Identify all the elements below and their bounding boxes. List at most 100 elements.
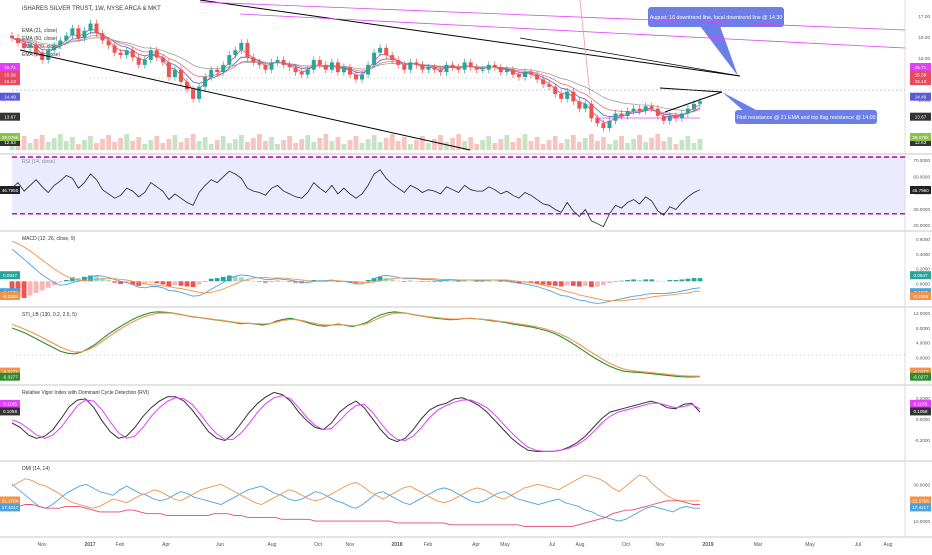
macd-histogram-bar: [263, 281, 268, 283]
ema200-line: [11, 37, 701, 111]
macd-histogram-bar: [667, 280, 673, 282]
stc-tick-label: 12.0000: [913, 311, 930, 316]
time-axis-label: Apr: [472, 542, 480, 548]
volume-bar: [619, 136, 624, 150]
candle-body: [203, 77, 208, 87]
macd-histogram-bar: [540, 281, 546, 285]
rvi-value-tag-2-bg: [910, 407, 931, 416]
rsi-tick-label: 30.0000: [913, 207, 930, 212]
volume-bar: [679, 140, 685, 150]
macd-histogram-bar: [679, 279, 685, 282]
flag-top-line: [659, 87, 723, 93]
time-axis-label: Nov: [38, 542, 47, 548]
macd-histogram-bar: [112, 281, 117, 283]
volume-bar: [281, 140, 286, 150]
annotation-top[interactable]: August: 16 downtrend line, local downtre…: [648, 7, 784, 76]
time-axis-label: 2018: [391, 542, 402, 548]
rvi-value-tag: 0.1165: [914, 402, 928, 407]
candle-body: [432, 67, 437, 70]
macd-histogram-bar: [607, 281, 612, 284]
rvi-value-tag-bg: [910, 399, 931, 408]
macd-histogram-bar: [39, 281, 45, 291]
candle-body: [269, 62, 274, 70]
candle-body: [643, 106, 648, 112]
volume-bar: [474, 144, 480, 150]
candle-body: [317, 60, 322, 65]
macd-histogram-bar: [558, 281, 564, 287]
macd-histogram-bar: [613, 281, 618, 282]
volume-tag-left-bg: [0, 133, 20, 141]
price-tag: 15.39: [915, 73, 927, 78]
candle-body: [492, 64, 497, 68]
volume-bar: [534, 137, 540, 150]
macd-histogram-bar: [33, 281, 39, 293]
volume-bar: [389, 134, 395, 150]
macd-hist-tag-left: 0.0947: [3, 273, 17, 278]
macd-histogram-bar: [377, 276, 383, 282]
candle-body: [462, 62, 467, 70]
candle-body: [10, 35, 14, 38]
volume-bar: [70, 137, 75, 150]
macd-histogram-bar: [462, 280, 467, 282]
volume-bar: [432, 139, 437, 150]
candle-body: [58, 40, 63, 46]
rsi-band: [12, 157, 905, 214]
candle-body: [685, 108, 690, 114]
stc-line-orange: [11, 312, 700, 377]
macd-hist-tag-bg: [910, 271, 931, 280]
candle-body: [166, 62, 171, 77]
dmi-plus-tag: 17.4217: [912, 505, 929, 510]
candle-body: [70, 28, 75, 36]
price-tag-bg: [910, 92, 931, 101]
macd-histogram-bar: [208, 278, 214, 282]
macd-histogram-bar: [697, 278, 703, 282]
candle-body: [245, 42, 250, 58]
candle-body: [456, 67, 461, 70]
volume-bar: [516, 138, 522, 150]
rsi-value-tag-bg: [910, 186, 931, 194]
annotation-bottom-text: First resistance @ 21 EMA and top flag r…: [736, 115, 875, 121]
volume-bar: [564, 139, 570, 150]
rvi-line-magenta: [11, 395, 701, 452]
volume-bar: [353, 136, 359, 150]
candle-body: [348, 67, 352, 75]
macd-histogram-bar: [576, 281, 582, 287]
time-axis-label: May: [805, 542, 815, 548]
downtrend-line-main: [199, 0, 741, 77]
time-axis[interactable]: Nov 2017 Feb Apr Jun Aug Oct Nov 2018 Feb Apr May Ju…: [38, 542, 893, 548]
volume-bar: [269, 137, 274, 150]
macd-histogram-bar: [649, 279, 655, 282]
volume-bar: [100, 139, 105, 150]
candle-body: [510, 69, 515, 75]
macd-histogram-bar: [130, 281, 136, 285]
rsi-tick-label: 20.0000: [913, 223, 930, 228]
time-axis-label: Nov: [346, 542, 355, 548]
candle-body: [76, 28, 81, 38]
macd-histogram-bar: [359, 281, 365, 282]
candle-body: [438, 69, 443, 73]
volume-bar: [196, 141, 202, 150]
macd-histogram-bar: [251, 281, 256, 282]
volume-bar: [395, 141, 401, 150]
volume-bar: [51, 138, 57, 150]
volume-bar: [27, 143, 33, 150]
volume-bar: [667, 137, 673, 150]
macd-histogram-bar: [468, 281, 474, 282]
macd-histogram-bar: [70, 277, 75, 282]
candle-body: [257, 62, 262, 65]
candle-body: [450, 64, 455, 68]
candle-body: [239, 42, 244, 51]
time-axis-label: Jul: [549, 542, 555, 548]
volume-bar: [33, 139, 39, 150]
candle-body: [227, 55, 232, 65]
annotation-bottom[interactable]: First resistance @ 21 EMA and top flag r…: [722, 92, 877, 124]
rvi-tick-label: 0.2000: [916, 396, 930, 401]
candle-body: [444, 64, 449, 73]
macd-histogram-bar: [232, 276, 238, 282]
macd-histogram-bar: [45, 281, 51, 288]
macd-tick-label: 0.4000: [916, 252, 930, 257]
volume-bar: [148, 140, 154, 150]
candle-body: [124, 50, 129, 56]
candle-body: [88, 23, 93, 31]
